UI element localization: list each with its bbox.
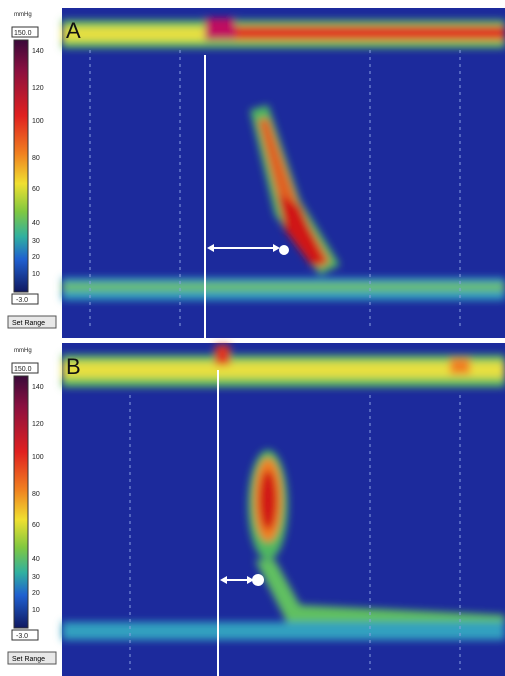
scale-tick: 120 bbox=[32, 85, 44, 92]
set-range-label[interactable]: Set Range bbox=[12, 656, 45, 663]
color-bar bbox=[14, 376, 28, 628]
scale-tick: 140 bbox=[32, 384, 44, 391]
scale-tick: 100 bbox=[32, 118, 44, 125]
color-bar bbox=[14, 40, 28, 292]
scale-tick: 60 bbox=[32, 186, 40, 193]
scale-tick: 40 bbox=[32, 220, 40, 227]
scale-tick: 80 bbox=[32, 155, 40, 162]
set-range-label[interactable]: Set Range bbox=[12, 320, 45, 327]
scale-tick: 10 bbox=[32, 607, 40, 614]
figure: AmmHg 150.0 140 120 100 80 60 40 30 20 10 -3.0 Set R… bbox=[0, 0, 505, 676]
scale-tick: 20 bbox=[32, 254, 40, 261]
scale-tick: 80 bbox=[32, 491, 40, 498]
scale-unit: mmHg bbox=[14, 348, 32, 354]
scale-tick: 100 bbox=[32, 454, 44, 461]
scale-tick: 120 bbox=[32, 421, 44, 428]
scale-tick: 10 bbox=[32, 271, 40, 278]
scale-min: -3.0 bbox=[16, 297, 28, 304]
scale-tick: 60 bbox=[32, 522, 40, 529]
scale-tick: 30 bbox=[32, 238, 40, 245]
scale-tick: 40 bbox=[32, 556, 40, 563]
scale-unit: mmHg bbox=[14, 12, 32, 18]
scale-min: -3.0 bbox=[16, 633, 28, 640]
scale-tick: 140 bbox=[32, 48, 44, 55]
scale-tick: 20 bbox=[32, 590, 40, 597]
scale-tick: 30 bbox=[32, 574, 40, 581]
scale-max: 150.0 bbox=[14, 30, 32, 37]
panel-label: A bbox=[66, 18, 81, 43]
scale-max: 150.0 bbox=[14, 366, 32, 373]
page: AmmHg 150.0 140 120 100 80 60 40 30 20 10 -3.0 Set R… bbox=[0, 0, 505, 676]
panel-label: B bbox=[66, 354, 81, 379]
